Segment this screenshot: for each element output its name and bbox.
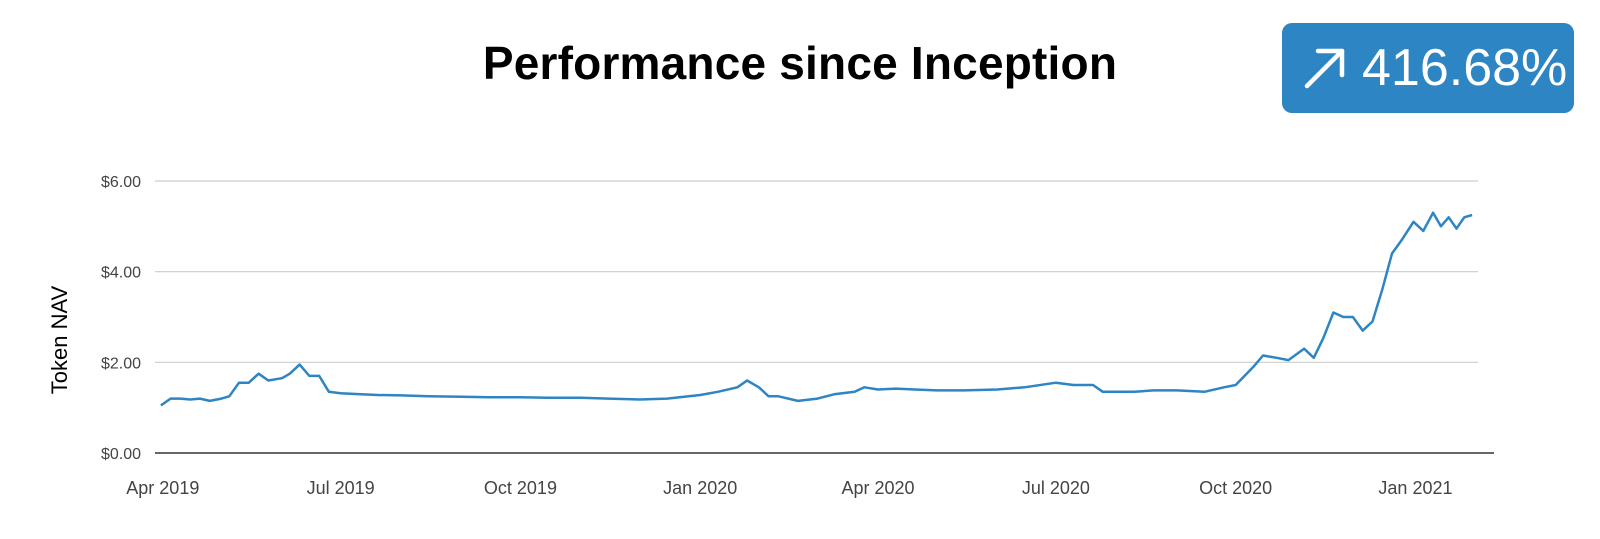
x-tick-label: Jan 2020 — [663, 478, 737, 498]
x-tick-label: Jul 2020 — [1022, 478, 1090, 498]
x-tick-label: Jul 2019 — [307, 478, 375, 498]
y-tick-label: $2.00 — [101, 355, 141, 372]
x-tick-label: Oct 2019 — [484, 478, 557, 498]
arrow-up-right-icon — [1302, 45, 1348, 91]
gridlines — [155, 180, 1494, 454]
x-tick-labels: Apr 2019 Jul 2019 Oct 2019 Jan 2020 Apr 2020… — [126, 478, 1452, 498]
y-tick-labels: $0.00 $2.00 $4.00 $6.00 — [101, 174, 141, 463]
nav-series-line — [160, 211, 1473, 407]
y-tick-label: $0.00 — [101, 446, 141, 463]
x-tick-label: Apr 2019 — [126, 478, 199, 498]
performance-value: 416.68% — [1362, 39, 1568, 97]
performance-badge: 416.68% — [1282, 23, 1574, 113]
x-tick-label: Apr 2020 — [842, 478, 915, 498]
series-line — [160, 211, 1473, 407]
y-tick-label: $4.00 — [101, 265, 141, 282]
x-tick-label: Oct 2020 — [1199, 478, 1272, 498]
y-tick-label: $6.00 — [101, 174, 141, 191]
page-title: Performance since Inception — [482, 37, 1118, 89]
x-tick-label: Jan 2021 — [1378, 478, 1452, 498]
